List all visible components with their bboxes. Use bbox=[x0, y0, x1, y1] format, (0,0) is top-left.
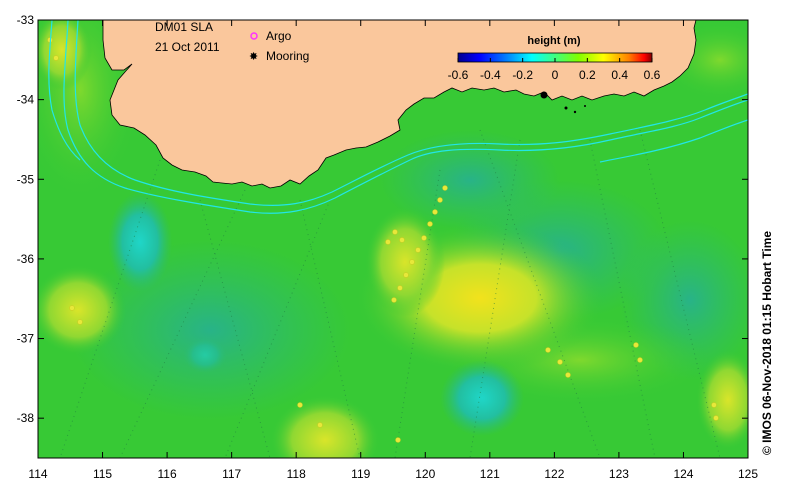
colorbar-tick-label: 0.6 bbox=[644, 68, 661, 82]
track-dot bbox=[713, 415, 719, 421]
island bbox=[584, 105, 586, 107]
lon-tick-label: 116 bbox=[158, 467, 177, 481]
lon-tick-label: 119 bbox=[351, 467, 370, 481]
lat-tick-label: -37 bbox=[17, 332, 35, 346]
track-dot bbox=[297, 402, 303, 408]
lon-tick-label: 115 bbox=[93, 467, 112, 481]
colorbar-tick-label: -0.2 bbox=[512, 68, 533, 82]
altimeter-track bbox=[394, 169, 441, 458]
colorbar-tick-label: -0.4 bbox=[480, 68, 501, 82]
contour-line bbox=[63, 20, 748, 214]
altimeter-tracks bbox=[59, 129, 721, 458]
sla-high-anomaly bbox=[38, 20, 92, 90]
track-dot bbox=[637, 357, 643, 363]
lat-tick-label: -36 bbox=[17, 252, 35, 266]
track-dot bbox=[317, 422, 323, 428]
lat-tick-label: -38 bbox=[17, 411, 35, 425]
track-dot bbox=[565, 372, 571, 378]
track-dot bbox=[415, 247, 421, 253]
lon-tick-label: 114 bbox=[28, 467, 47, 481]
lon-tick-label: 117 bbox=[222, 467, 241, 481]
latitude-axis: -33 -34 -35 -36 -37 -38 bbox=[17, 13, 748, 425]
track-dot bbox=[432, 209, 438, 215]
track-dot bbox=[385, 239, 391, 245]
lon-tick-label: 124 bbox=[673, 467, 693, 481]
plot-frame bbox=[37, 19, 749, 459]
contour-line bbox=[74, 20, 748, 206]
lon-tick-label: 118 bbox=[287, 467, 306, 481]
map-field bbox=[38, 20, 748, 458]
island bbox=[564, 106, 568, 110]
sla-high-anomaly bbox=[270, 395, 380, 458]
map-date: 21 Oct 2011 bbox=[155, 40, 220, 54]
lon-tick-label: 125 bbox=[738, 467, 758, 481]
mooring-marker bbox=[540, 91, 548, 99]
lat-tick-label: -34 bbox=[17, 93, 35, 107]
track-dot bbox=[69, 305, 75, 311]
sla-high-anomaly bbox=[38, 265, 126, 355]
track-dot bbox=[442, 185, 448, 191]
shelf-contours bbox=[48, 20, 748, 214]
island bbox=[573, 110, 577, 114]
longitude-axis: 114 115 116 117 118 119 120 121 122 123 124 125 bbox=[28, 20, 758, 481]
sla-cyan-low bbox=[183, 337, 227, 373]
lon-tick-label: 120 bbox=[415, 467, 435, 481]
lon-tick-label: 121 bbox=[480, 467, 500, 481]
track-dot bbox=[395, 437, 401, 443]
argo-legend-icon bbox=[250, 32, 258, 40]
colorbar-tick-label: 0.2 bbox=[579, 68, 596, 82]
altimeter-track bbox=[299, 199, 361, 458]
map-title: DM01 SLA bbox=[155, 20, 213, 34]
colorbar-title: height (m) bbox=[527, 35, 580, 47]
track-dot bbox=[397, 285, 403, 291]
colorbar: height (m) -0.6 -0.4 -0.2 0 0.2 0.4 0.6 bbox=[448, 35, 661, 82]
colorbar-ticks: -0.6 -0.4 -0.2 0 0.2 0.4 0.6 bbox=[448, 58, 661, 82]
contour-line bbox=[599, 119, 748, 163]
copyright-text: © IMOS 06-Nov-2018 01:15 Hobart Time bbox=[760, 230, 774, 455]
track-dot bbox=[545, 347, 551, 353]
track-dot bbox=[409, 259, 415, 265]
sla-high-anomaly bbox=[365, 207, 445, 317]
mooring-legend-label: Mooring bbox=[266, 49, 309, 63]
sla-cyan-low bbox=[440, 360, 524, 436]
contour-line bbox=[48, 20, 81, 161]
lon-tick-label: 122 bbox=[544, 467, 564, 481]
marker-legend: Argo ✸ Mooring bbox=[249, 29, 309, 63]
colorbar-tick-label: 0 bbox=[552, 68, 559, 82]
sla-cyan-low bbox=[108, 192, 172, 292]
track-dot bbox=[421, 235, 427, 241]
argo-legend-label: Argo bbox=[266, 29, 292, 43]
mooring-legend-icon: ✸ bbox=[249, 50, 258, 63]
track-dot bbox=[711, 402, 717, 408]
lat-tick-label: -33 bbox=[17, 13, 35, 27]
track-dot bbox=[77, 319, 83, 325]
track-dot bbox=[633, 342, 639, 348]
high-track-dots bbox=[47, 37, 719, 443]
track-dot bbox=[557, 359, 563, 365]
track-dot bbox=[437, 197, 443, 203]
track-dot bbox=[427, 221, 433, 227]
lon-tick-label: 123 bbox=[609, 467, 629, 481]
lat-tick-label: -35 bbox=[17, 172, 35, 186]
colorbar-tick-label: -0.6 bbox=[448, 68, 469, 82]
altimeter-track bbox=[469, 139, 521, 458]
altimeter-track bbox=[589, 139, 656, 458]
colorbar-tick-label: 0.4 bbox=[611, 68, 628, 82]
track-dot bbox=[399, 237, 405, 243]
track-dot bbox=[391, 297, 397, 303]
track-dot bbox=[53, 55, 59, 61]
sla-high-anomaly bbox=[696, 350, 748, 450]
track-dot bbox=[403, 272, 409, 278]
track-dot bbox=[392, 229, 398, 235]
